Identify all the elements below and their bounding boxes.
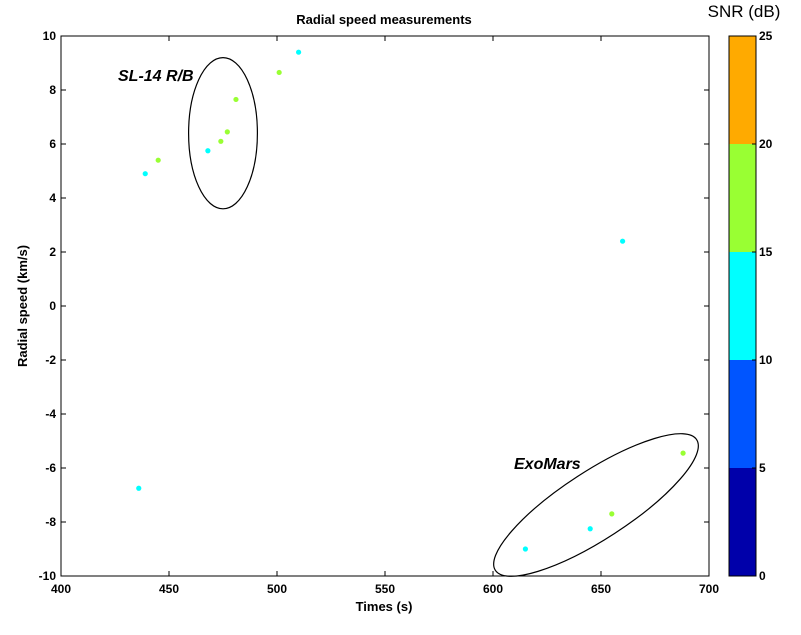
y-tick-label: -8: [45, 515, 56, 529]
colorbar-bin: [729, 360, 756, 468]
x-tick-label: 450: [159, 582, 179, 596]
colorbar-tick-label: 15: [759, 245, 773, 259]
data-point: [587, 526, 593, 532]
y-tick-label: 4: [49, 191, 56, 205]
colorbar-bin: [729, 252, 756, 360]
data-point: [680, 450, 686, 456]
exomars-label: ExoMars: [514, 456, 581, 473]
axis-ticks: 400 450 500 550 600 650 700 -10 -8 -6 -4 -2 0 2 4 6 8 10: [39, 29, 720, 596]
data-point: [609, 511, 615, 517]
colorbar-bin: [729, 144, 756, 252]
colorbar-tick-label: 20: [759, 137, 773, 151]
plot-area: [60, 35, 710, 577]
x-tick-label: 700: [699, 582, 719, 596]
y-tick-label: 2: [49, 245, 56, 259]
colorbar-frame: [728, 35, 757, 577]
y-axis-label: Radial speed (km/s): [15, 245, 30, 367]
x-tick-label: 550: [375, 582, 395, 596]
data-point: [205, 148, 211, 154]
colorbar-title: SNR (dB): [708, 2, 781, 21]
colorbar-tick-label: 0: [759, 569, 766, 583]
x-tick-label: 400: [51, 582, 71, 596]
x-tick-label: 600: [483, 582, 503, 596]
annotations: SL-14 R/B ExoMars: [118, 56, 699, 577]
x-tick-label: 500: [267, 582, 287, 596]
data-point: [218, 138, 224, 144]
y-tick-label: -4: [45, 407, 56, 421]
colorbar-tick-label: 25: [759, 29, 773, 43]
data-point: [522, 546, 529, 552]
data-point: [620, 238, 626, 244]
y-tick-label: -2: [45, 353, 56, 367]
chart-title: Radial speed measurements: [296, 12, 472, 27]
exomars-ellipse: [493, 433, 699, 577]
y-tick-label: 8: [49, 83, 56, 97]
colorbar-bin: [729, 468, 756, 576]
x-axis-label: Times (s): [356, 599, 413, 614]
data-point: [142, 171, 148, 177]
colorbar: 0 5 10 15 20 25: [728, 29, 773, 583]
data-point: [296, 49, 302, 55]
y-tick-label: -10: [39, 569, 57, 583]
y-tick-label: 0: [49, 299, 56, 313]
data-point: [233, 96, 239, 103]
plot-frame: [60, 35, 710, 577]
colorbar-tick-label: 5: [759, 461, 766, 475]
y-tick-label: -6: [45, 461, 56, 475]
colorbar-bin: [729, 36, 756, 144]
y-tick-label: 10: [43, 29, 57, 43]
data-point: [136, 485, 142, 491]
data-point: [276, 69, 282, 76]
data-point: [224, 129, 230, 135]
data-point: [155, 157, 161, 163]
sl14-ellipse: [188, 56, 259, 210]
data-points: [136, 49, 686, 552]
y-tick-label: 6: [49, 137, 56, 151]
sl14-label: SL-14 R/B: [118, 68, 194, 85]
x-tick-label: 650: [591, 582, 611, 596]
colorbar-tick-label: 10: [759, 353, 773, 367]
